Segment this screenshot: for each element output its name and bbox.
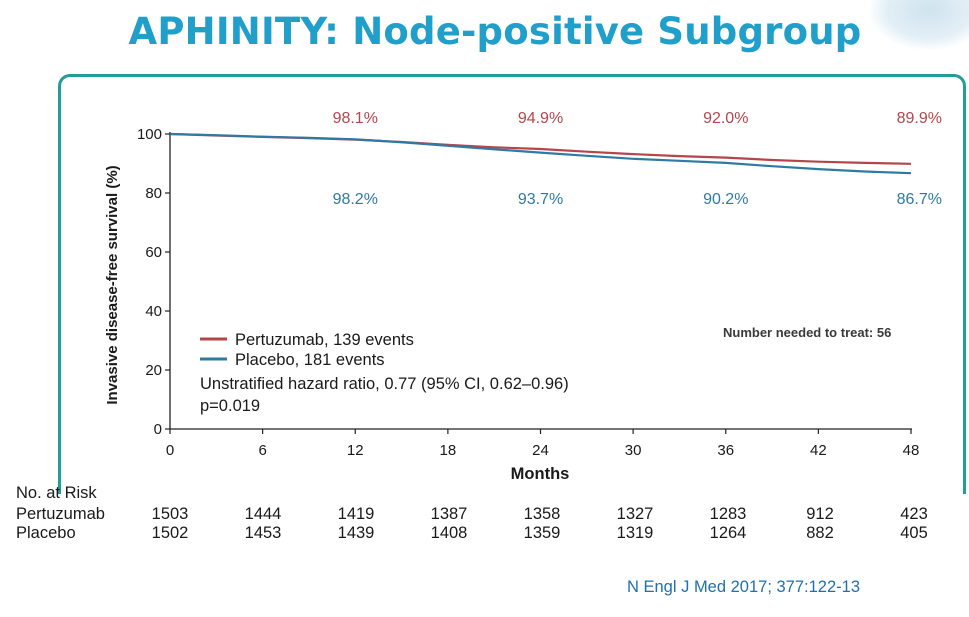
x-tick-label: 30 bbox=[625, 442, 642, 459]
risk-table-cell: 1439 bbox=[337, 524, 375, 542]
placebo-pct-label: 86.7% bbox=[897, 191, 942, 208]
risk-table-cell: 1319 bbox=[616, 524, 654, 542]
x-tick-label: 12 bbox=[347, 442, 364, 459]
risk-table-cell: 1502 bbox=[151, 524, 189, 542]
y-tick-label: 20 bbox=[145, 362, 162, 379]
y-axis-label: Invasive disease-free survival (%) bbox=[104, 165, 121, 404]
x-tick-label: 0 bbox=[166, 442, 174, 459]
risk-table-cell: 912 bbox=[806, 505, 834, 523]
risk-row-label: Placebo bbox=[16, 524, 76, 542]
risk-table-cell: 1453 bbox=[244, 524, 282, 542]
x-tick-label: 6 bbox=[258, 442, 266, 459]
citation: N Engl J Med 2017; 377:122-13 bbox=[627, 578, 860, 596]
series-line-pertuzumab bbox=[169, 132, 912, 165]
risk-table-cell: 423 bbox=[900, 505, 928, 523]
pertuzumab-pct-label: 89.9% bbox=[897, 110, 942, 127]
x-axis-label: Months bbox=[511, 465, 570, 483]
risk-table-cell: 1264 bbox=[709, 524, 747, 542]
risk-table-cell: 405 bbox=[900, 524, 928, 542]
risk-table-header: No. at Risk bbox=[16, 484, 97, 502]
risk-table-cell: 1503 bbox=[151, 505, 189, 523]
risk-table-header-row: No. at Risk bbox=[0, 484, 969, 506]
x-tick-label: 18 bbox=[440, 442, 457, 459]
risk-table-cell: 882 bbox=[806, 524, 834, 542]
pertuzumab-pct-label: 98.1% bbox=[333, 110, 378, 127]
risk-table-cell: 1358 bbox=[523, 505, 561, 523]
risk-table-cell: 1408 bbox=[430, 524, 468, 542]
placebo-pct-label: 90.2% bbox=[703, 191, 748, 208]
pertuzumab-pct-label: 94.9% bbox=[518, 110, 563, 127]
risk-row-placebo: Placebo 1502 1453 1439 1408 1359 1319 1264 882 4… bbox=[0, 524, 969, 546]
risk-table-cell: 1444 bbox=[244, 505, 282, 523]
p-value-text: p=0.019 bbox=[200, 397, 260, 415]
x-tick-label: 36 bbox=[717, 442, 734, 459]
slide-title: APHINITY: Node-positive Subgroup bbox=[128, 10, 862, 53]
legend-label-pertuzumab: Pertuzumab, 139 events bbox=[235, 331, 414, 349]
y-tick-label: 0 bbox=[154, 421, 162, 438]
risk-table-cell: 1283 bbox=[709, 505, 747, 523]
pertuzumab-pct-label: 92.0% bbox=[703, 110, 748, 127]
x-tick-label: 42 bbox=[810, 442, 827, 459]
risk-row-label: Pertuzumab bbox=[16, 505, 105, 523]
risk-table-cell: 1327 bbox=[616, 505, 654, 523]
risk-table-cell: 1359 bbox=[523, 524, 561, 542]
hazard-ratio-text: Unstratified hazard ratio, 0.77 (95% CI,… bbox=[200, 375, 569, 393]
y-tick-label: 40 bbox=[145, 303, 162, 320]
x-tick-label: 48 bbox=[903, 442, 920, 459]
y-tick-label: 60 bbox=[145, 244, 162, 261]
slide-frame bbox=[58, 74, 966, 494]
risk-row-pertuzumab: Pertuzumab 1503 1444 1419 1387 1358 1327 1283 9… bbox=[0, 505, 969, 527]
y-tick-label: 100 bbox=[137, 126, 162, 143]
series-line-placebo bbox=[169, 132, 912, 175]
legend-label-placebo: Placebo, 181 events bbox=[235, 351, 385, 369]
placebo-pct-label: 93.7% bbox=[518, 191, 563, 208]
risk-table-cell: 1387 bbox=[430, 505, 468, 523]
placebo-pct-label: 98.2% bbox=[333, 191, 378, 208]
nnt-text: Number needed to treat: 56 bbox=[723, 325, 891, 340]
y-tick-label: 80 bbox=[145, 185, 162, 202]
risk-table-cell: 1419 bbox=[337, 505, 375, 523]
x-tick-label: 24 bbox=[532, 442, 549, 459]
